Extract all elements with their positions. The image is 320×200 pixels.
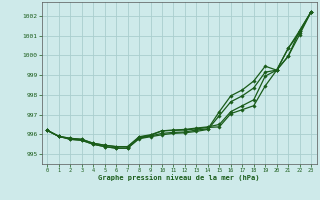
X-axis label: Graphe pression niveau de la mer (hPa): Graphe pression niveau de la mer (hPa) [99,175,260,181]
